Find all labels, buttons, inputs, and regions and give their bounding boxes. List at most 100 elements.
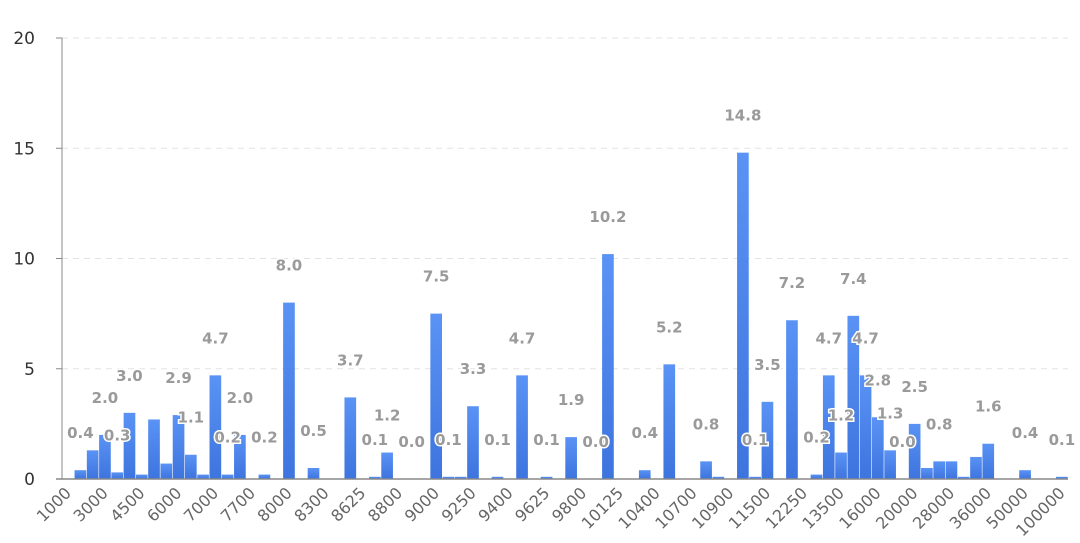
- value-label: 0.1: [435, 431, 462, 449]
- value-label: 5.2: [656, 318, 683, 336]
- value-label: 2.0: [92, 389, 119, 407]
- value-label: 1.9: [558, 391, 585, 409]
- x-tick-label: 4500: [106, 483, 148, 525]
- bar: [209, 375, 222, 479]
- bar: [822, 375, 835, 479]
- bar: [184, 454, 197, 479]
- y-tick-label: 5: [24, 360, 35, 380]
- bar: [884, 450, 896, 479]
- bar: [369, 476, 381, 479]
- bar: [847, 315, 860, 479]
- value-label: 0.2: [803, 429, 830, 447]
- bar: [786, 320, 798, 479]
- value-label: 0.2: [251, 429, 278, 447]
- value-label: 14.8: [724, 107, 761, 125]
- value-label: 0.0: [398, 433, 425, 451]
- bar: [99, 434, 111, 479]
- bar: [638, 470, 651, 479]
- value-label: 0.1: [742, 431, 769, 449]
- value-label: 3.7: [337, 351, 364, 369]
- bar: [835, 452, 847, 479]
- x-tick-label: 7000: [180, 483, 222, 525]
- x-tick-label: 1000: [33, 483, 75, 525]
- bar: [172, 415, 185, 479]
- bar: [737, 152, 749, 479]
- bar: [307, 467, 320, 479]
- value-label: 1.1: [178, 409, 205, 427]
- bar: [148, 419, 160, 479]
- bar: [86, 450, 99, 479]
- value-label: 7.5: [423, 268, 450, 286]
- bar: [160, 463, 173, 479]
- bar: [810, 474, 823, 479]
- x-axis: 1000300045006000700077008000830086258800…: [33, 483, 1069, 540]
- value-label: 1.3: [877, 404, 904, 422]
- value-label: 1.6: [975, 398, 1002, 416]
- x-tick-label: 8300: [290, 483, 332, 525]
- value-label: 8.0: [276, 257, 303, 275]
- value-label: 0.0: [582, 433, 609, 451]
- value-label: 2.8: [865, 371, 892, 389]
- bar: [970, 456, 982, 479]
- value-label: 7.2: [779, 274, 806, 292]
- value-label: 4.7: [815, 329, 842, 347]
- y-tick-label: 15: [13, 139, 35, 159]
- bar: [123, 412, 136, 479]
- bar: [467, 406, 479, 479]
- value-label: 0.3: [104, 426, 131, 444]
- value-label: 0.4: [1012, 424, 1039, 442]
- grid-lines: [62, 37, 1068, 370]
- x-tick-label: 9000: [401, 483, 443, 525]
- value-label: 7.4: [840, 270, 867, 288]
- value-label: 4.7: [852, 329, 879, 347]
- bar: [602, 254, 614, 479]
- x-tick-label: 6000: [143, 483, 185, 525]
- bar: [234, 434, 246, 479]
- value-label: 0.8: [926, 415, 953, 433]
- value-label: 0.1: [533, 431, 560, 449]
- bar: [454, 476, 467, 479]
- bar: [1056, 476, 1068, 479]
- x-tick-label: 3000: [70, 483, 112, 525]
- bar: [957, 476, 970, 479]
- y-tick-label: 0: [24, 470, 35, 490]
- x-tick-label: 9250: [438, 483, 480, 525]
- value-label: 0.5: [300, 422, 327, 440]
- value-label: 2.9: [165, 369, 192, 387]
- bar: [872, 417, 884, 479]
- value-label: 4.7: [509, 329, 536, 347]
- value-label: 0.2: [214, 429, 241, 447]
- value-label: 0.4: [631, 424, 658, 442]
- bar: [442, 476, 455, 479]
- bars: [74, 152, 1068, 479]
- y-tick-label: 10: [13, 250, 35, 270]
- bar: [761, 401, 774, 479]
- bar: [540, 476, 553, 479]
- bar: [859, 375, 872, 479]
- bar: [945, 461, 958, 479]
- value-label: 1.2: [374, 407, 401, 425]
- axes: [56, 38, 1068, 480]
- bar: [663, 364, 676, 479]
- value-label: 0.1: [484, 431, 511, 449]
- x-tick-label: 7700: [217, 483, 259, 525]
- x-tick-label: 9400: [474, 483, 516, 525]
- bar: [381, 452, 393, 479]
- bar: [197, 474, 209, 479]
- value-label: 0.0: [889, 433, 916, 451]
- x-tick-label: 8000: [254, 483, 296, 525]
- bar: [908, 423, 921, 479]
- bar: [74, 470, 87, 479]
- bar: [516, 375, 528, 479]
- bar: [258, 474, 271, 479]
- value-label: 4.7: [202, 329, 229, 347]
- value-label: 10.2: [589, 208, 626, 226]
- x-tick-label: 9625: [511, 483, 553, 525]
- x-tick-label: 8800: [364, 483, 406, 525]
- value-label: 3.5: [754, 356, 781, 374]
- value-label: 0.1: [362, 431, 389, 449]
- value-label: 3.3: [460, 360, 487, 378]
- value-label: 0.4: [67, 424, 94, 442]
- value-label: 3.0: [116, 367, 143, 385]
